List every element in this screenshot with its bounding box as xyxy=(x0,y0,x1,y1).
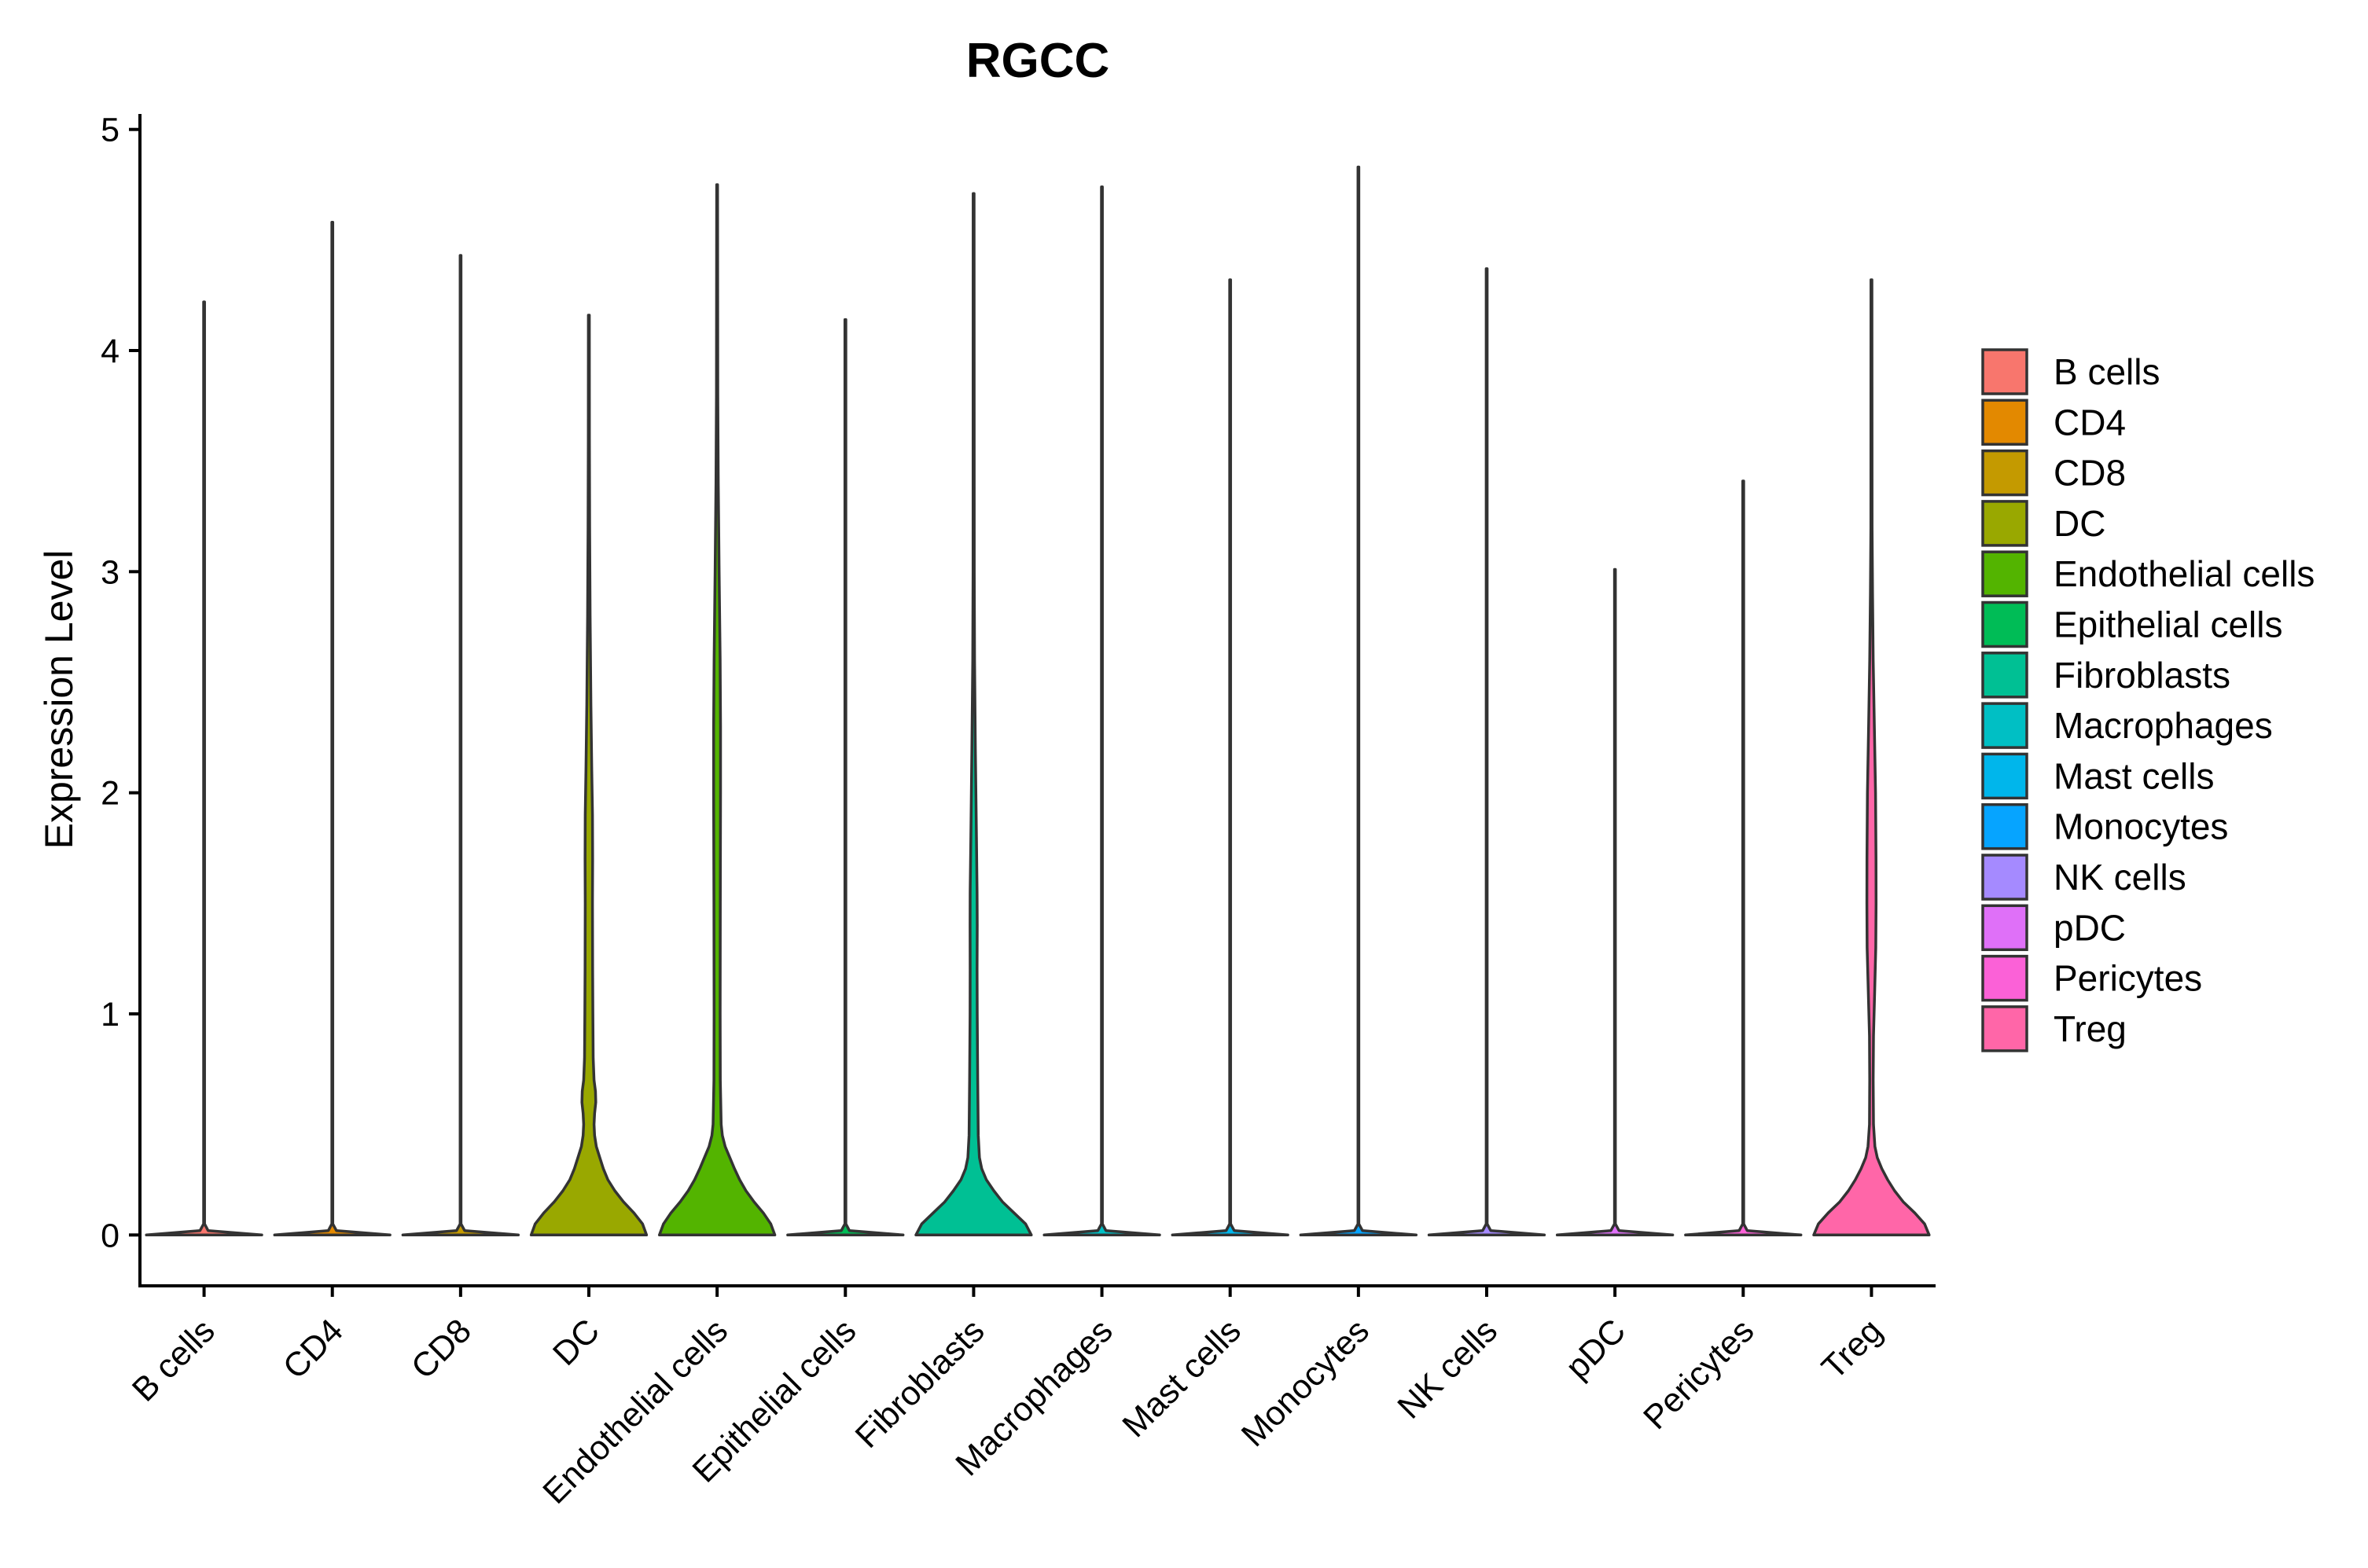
violin-cd4 xyxy=(273,221,392,1237)
legend-key-nk-cells xyxy=(1981,854,2028,901)
legend-key-pericytes xyxy=(1981,954,2028,1002)
legend-label-nk-cells: NK cells xyxy=(2054,857,2186,898)
violin-pericytes xyxy=(1684,479,1803,1237)
y-tick-label: 2 xyxy=(101,775,120,813)
legend-key-monocytes xyxy=(1981,802,2028,850)
violins xyxy=(145,165,1931,1237)
violin-monocytes xyxy=(1299,165,1418,1237)
axes xyxy=(138,114,1936,1287)
legend-label-fibroblasts: Fibroblasts xyxy=(2054,655,2230,696)
legend-label-endothelial-cells: Endothelial cells xyxy=(2054,553,2315,594)
legend-label-mast-cells: Mast cells xyxy=(2054,755,2214,796)
y-tick-label: 4 xyxy=(101,332,120,370)
legend-key-pdc xyxy=(1981,904,2028,952)
legend-key-mast-cells xyxy=(1981,752,2028,800)
legend-key-endothelial-cells xyxy=(1981,550,2028,597)
violin-pdc xyxy=(1555,567,1675,1237)
violin-macrophages xyxy=(1042,185,1161,1237)
legend-label-monocytes: Monocytes xyxy=(2054,806,2228,847)
chart-title: RGCC xyxy=(966,34,1110,88)
violin-fibroblasts xyxy=(914,192,1033,1237)
y-axis-label: Expression Level xyxy=(37,550,81,850)
legend-key-b-cells xyxy=(1981,348,2028,395)
legend-label-cd4: CD4 xyxy=(2054,402,2126,442)
y-tick-label: 0 xyxy=(101,1217,120,1254)
violin-endothelial-cells xyxy=(657,183,777,1237)
legend-key-dc xyxy=(1981,500,2028,547)
y-ticks: 0 1 2 3 4 5 xyxy=(101,112,140,1254)
legend-label-b-cells: B cells xyxy=(2054,351,2160,392)
legend: B cells CD4 CD8 DC Endothelial cells Epitheli… xyxy=(1981,348,2315,1052)
y-tick-label: 3 xyxy=(101,553,120,591)
legend-key-treg xyxy=(1981,1005,2028,1052)
legend-label-pdc: pDC xyxy=(2054,907,2126,948)
legend-label-cd8: CD8 xyxy=(2054,453,2126,494)
violin-dc xyxy=(529,314,649,1237)
legend-label-pericytes: Pericytes xyxy=(2054,958,2202,999)
legend-label-treg: Treg xyxy=(2054,1008,2127,1049)
legend-key-macrophages xyxy=(1981,702,2028,749)
legend-label-dc: DC xyxy=(2054,503,2105,544)
legend-key-fibroblasts xyxy=(1981,652,2028,699)
legend-label-epithelial-cells: Epithelial cells xyxy=(2054,604,2282,645)
violin-treg xyxy=(1812,278,1931,1237)
y-tick-label: 5 xyxy=(101,112,120,149)
violin-epithelial-cells xyxy=(786,318,905,1237)
legend-key-cd4 xyxy=(1981,398,2028,446)
legend-key-cd8 xyxy=(1981,449,2028,497)
violin-nk-cells xyxy=(1427,267,1546,1237)
violin-cd8 xyxy=(401,254,520,1237)
legend-label-macrophages: Macrophages xyxy=(2054,705,2273,746)
violin-b-cells xyxy=(145,300,263,1237)
violin-mast-cells xyxy=(1171,278,1289,1237)
y-tick-label: 1 xyxy=(101,996,120,1034)
legend-key-epithelial-cells xyxy=(1981,600,2028,648)
